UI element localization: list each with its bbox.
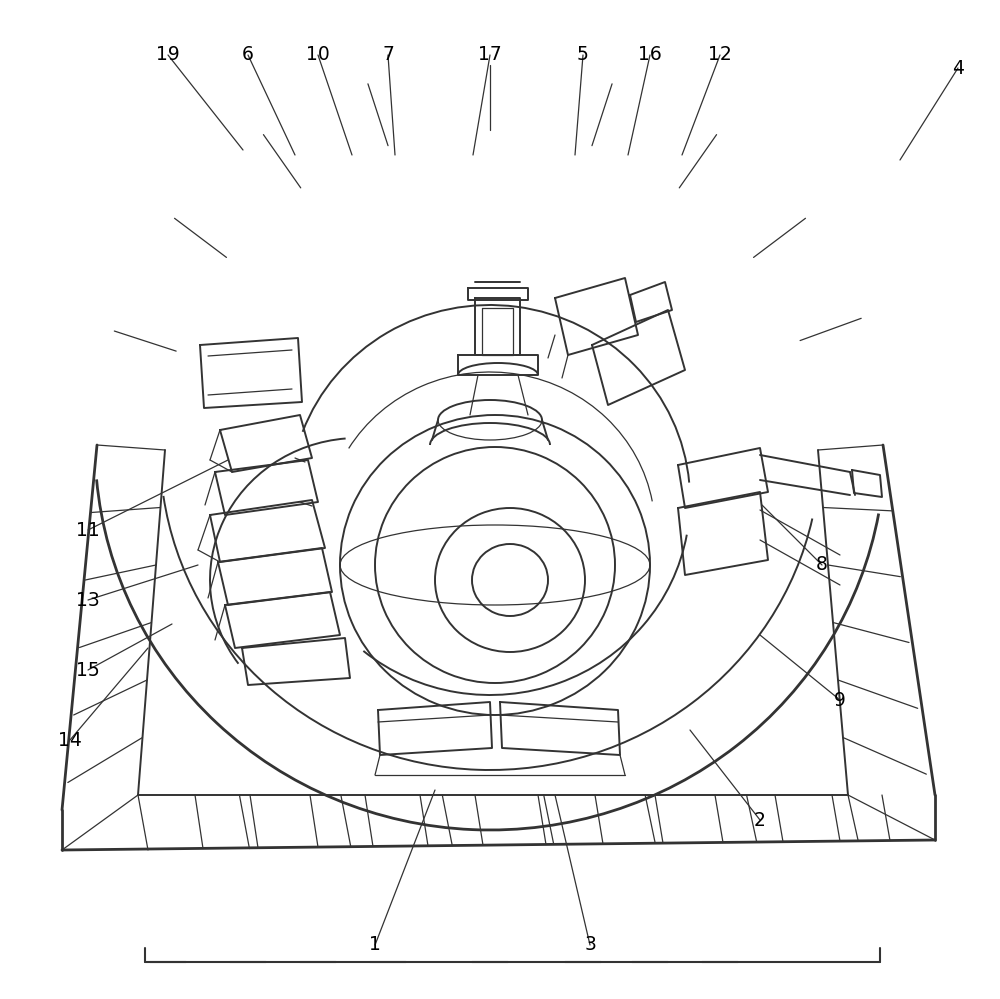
Text: 14: 14 (58, 730, 82, 749)
Text: 9: 9 (834, 690, 846, 709)
Text: 13: 13 (76, 590, 100, 609)
Text: 6: 6 (242, 46, 254, 65)
Text: 8: 8 (816, 555, 828, 574)
Text: 12: 12 (708, 46, 732, 65)
Text: 15: 15 (76, 660, 100, 679)
Text: 10: 10 (306, 46, 330, 65)
Text: 7: 7 (382, 46, 394, 65)
Text: 2: 2 (754, 810, 766, 829)
Text: 3: 3 (584, 935, 596, 954)
Text: 1: 1 (369, 935, 381, 954)
Text: 4: 4 (952, 59, 964, 78)
Text: 5: 5 (577, 46, 589, 65)
Text: 16: 16 (638, 46, 662, 65)
Text: 17: 17 (478, 46, 502, 65)
Text: 19: 19 (156, 46, 180, 65)
Text: 11: 11 (76, 520, 100, 539)
